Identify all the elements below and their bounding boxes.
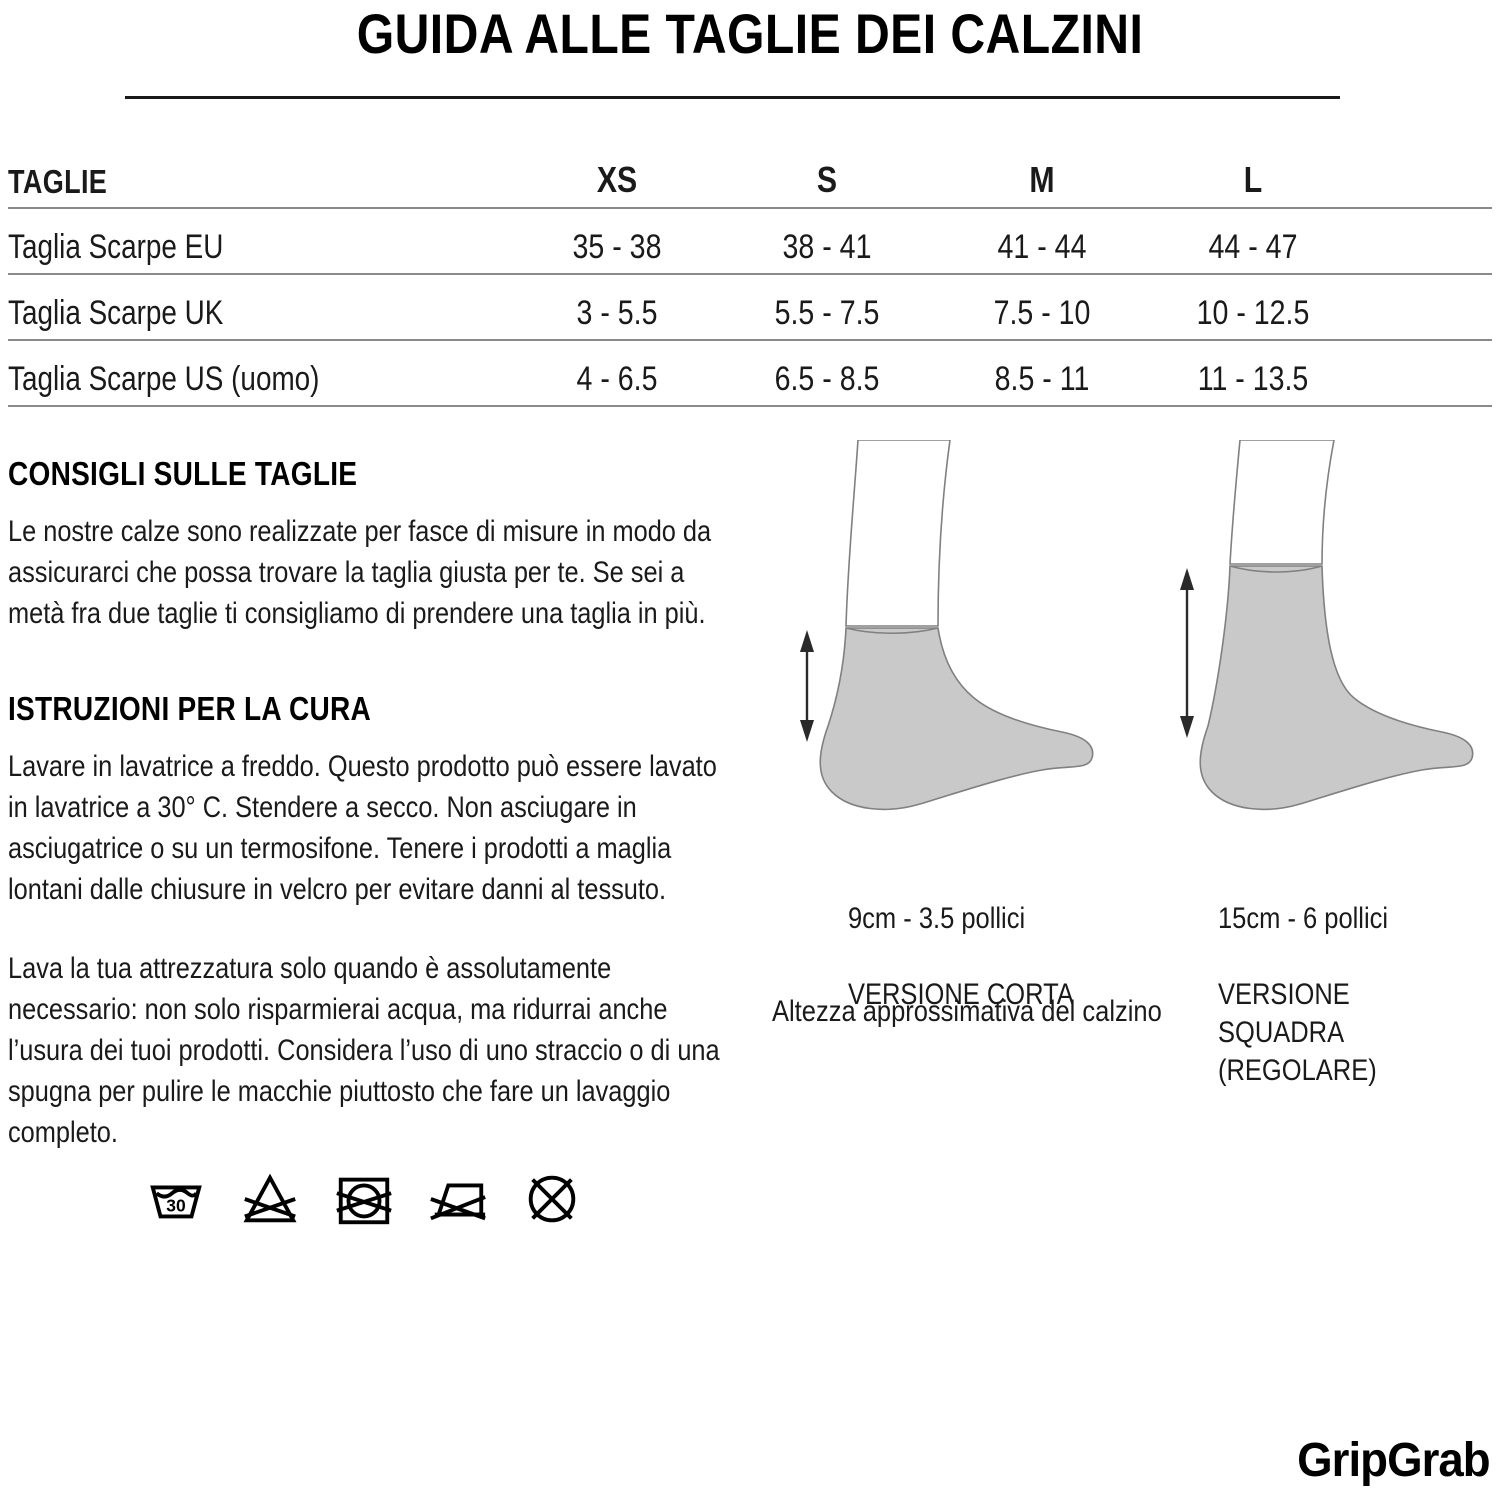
row-label-uk: Taglia Scarpe UK xyxy=(8,294,224,332)
row-label-eu: Taglia Scarpe EU xyxy=(8,228,224,266)
table-header-size-xs: XS xyxy=(596,159,638,200)
sock-regular-version: VERSIONE SQUADRA (REGOLARE) xyxy=(1218,978,1377,1087)
sock-regular-measure: 15cm - 6 pollici xyxy=(1218,902,1389,935)
cell-eu-m: 41 - 44 xyxy=(997,228,1087,266)
spacer xyxy=(8,634,738,690)
cell-us-xs: 4 - 6.5 xyxy=(576,360,658,398)
leg-shape xyxy=(1229,440,1335,565)
information-column: CONSIGLI SULLE TAGLIE Le nostre calze so… xyxy=(8,455,738,1153)
leg-shape xyxy=(845,440,951,627)
sizing-advice-heading: CONSIGLI SULLE TAGLIE xyxy=(8,455,358,492)
table-header-size-m: M xyxy=(1029,159,1055,200)
sock-height-note: Altezza approssimativa del calzino xyxy=(772,995,1162,1028)
sock-illustration-regular xyxy=(1180,440,1474,811)
table-row: Taglia Scarpe EU 35 - 38 38 - 41 41 - 44… xyxy=(8,209,1492,275)
do-not-tumble-dry-icon xyxy=(336,1177,392,1225)
sizing-advice-body: Le nostre calze sono realizzate per fasc… xyxy=(8,515,712,630)
sock-caption-short: 9cm - 3.5 pollici VERSIONE CORTA xyxy=(848,862,1074,1052)
table-row: Taglia Scarpe UK 3 - 5.5 5.5 - 7.5 7.5 -… xyxy=(8,275,1492,341)
care-instructions-paragraph-2: Lava la tua attrezzatura solo quando è a… xyxy=(8,952,720,1149)
sock-short-measure: 9cm - 3.5 pollici xyxy=(848,902,1026,935)
sock-shape-short xyxy=(819,627,1094,811)
gripgrab-logo: GripGrab xyxy=(1297,1434,1491,1487)
row-label-us: Taglia Scarpe US (uomo) xyxy=(8,360,320,398)
wash-temperature-label: 30 xyxy=(166,1196,185,1216)
sock-cuff-line xyxy=(1229,565,1323,573)
table-header-size-s: S xyxy=(816,159,838,200)
sock-caption-regular: 15cm - 6 pollici VERSIONE SQUADRA (REGOL… xyxy=(1218,862,1458,1128)
care-instructions-paragraph-1: Lavare in lavatrice a freddo. Questo pro… xyxy=(8,750,717,906)
cell-eu-xs: 35 - 38 xyxy=(572,228,662,266)
cell-us-s: 6.5 - 8.5 xyxy=(774,360,880,398)
cell-us-m: 8.5 - 11 xyxy=(994,360,1090,398)
height-arrow-short xyxy=(800,630,814,742)
cell-uk-xs: 3 - 5.5 xyxy=(576,294,658,332)
cell-uk-s: 5.5 - 7.5 xyxy=(774,294,880,332)
care-instructions-heading: ISTRUZIONI PER LA CURA xyxy=(8,690,371,727)
cell-uk-l: 10 - 12.5 xyxy=(1196,294,1310,332)
table-row: Taglia Scarpe US (uomo) 4 - 6.5 6.5 - 8.… xyxy=(8,341,1492,407)
table-header-size-l: L xyxy=(1243,159,1263,200)
care-symbols-row: 30 xyxy=(145,1168,583,1230)
cell-eu-s: 38 - 41 xyxy=(782,228,872,266)
do-not-dry-clean-icon xyxy=(528,1175,576,1223)
sock-short-version: VERSIONE CORTA xyxy=(848,978,1074,1011)
do-not-iron-icon xyxy=(430,1183,486,1221)
sock-illustrations xyxy=(760,440,1500,860)
table-header-row: TAGLIE XS S M L xyxy=(8,145,1492,209)
page-title: GUIDA ALLE TAGLIE DEI CALZINI xyxy=(356,2,1144,65)
cell-eu-l: 44 - 47 xyxy=(1208,228,1298,266)
sock-cuff-line xyxy=(845,627,939,635)
sock-shape-regular xyxy=(1199,565,1474,811)
wash-30-icon: 30 xyxy=(150,1185,202,1219)
cell-us-l: 11 - 13.5 xyxy=(1197,360,1309,398)
do-not-bleach-icon xyxy=(243,1173,297,1223)
title-divider xyxy=(125,96,1340,99)
cell-uk-m: 7.5 - 10 xyxy=(993,294,1091,332)
size-table: TAGLIE XS S M L Taglia Scarpe EU 35 - 38… xyxy=(8,145,1492,407)
sock-illustration-short xyxy=(800,440,1094,811)
spacer xyxy=(8,910,738,948)
height-arrow-regular xyxy=(1180,568,1194,738)
table-header-label: TAGLIE xyxy=(8,163,108,200)
